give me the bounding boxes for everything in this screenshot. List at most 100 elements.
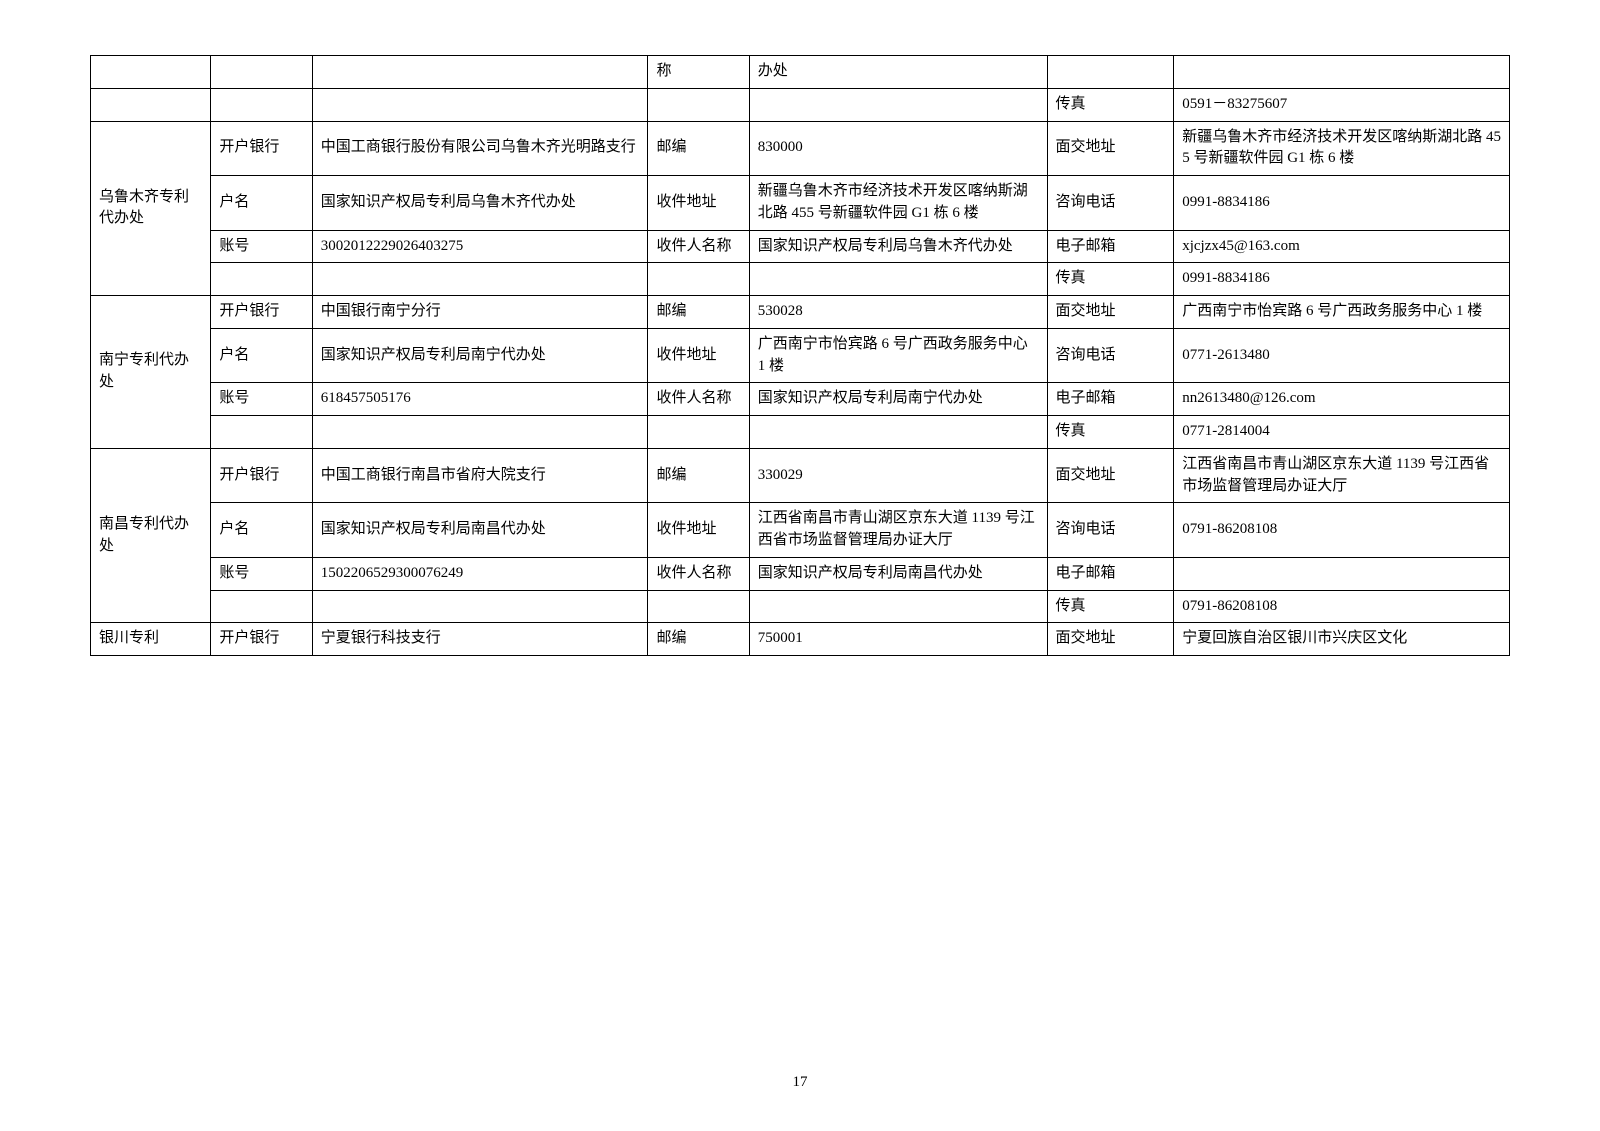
cell-value: 830000: [749, 121, 1047, 176]
cell-value: 750001: [749, 623, 1047, 656]
table-row: 账号 3002012229026403275 收件人名称 国家知识产权局专利局乌…: [91, 230, 1510, 263]
cell-value: 宁夏银行科技支行: [312, 623, 648, 656]
table-row: 银川专利 开户银行 宁夏银行科技支行 邮编 750001 面交地址 宁夏回族自治…: [91, 623, 1510, 656]
cell-value: xjcjzx45@163.com: [1174, 230, 1510, 263]
table-row: 账号 618457505176 收件人名称 国家知识产权局专利局南宁代办处 电子…: [91, 383, 1510, 416]
cell-label: 收件地址: [648, 176, 749, 231]
page-number: 17: [0, 1074, 1600, 1091]
cell: [749, 416, 1047, 449]
cell-value: 0791-86208108: [1174, 590, 1510, 623]
cell-value: 0591－83275607: [1174, 88, 1510, 121]
cell-label: 传真: [1047, 590, 1174, 623]
cell-value: 0771-2613480: [1174, 328, 1510, 383]
cell-label: 户名: [211, 176, 312, 231]
cell-value: 0991-8834186: [1174, 263, 1510, 296]
cell-label: 咨询电话: [1047, 176, 1174, 231]
table-row: 传真 0991-8834186: [91, 263, 1510, 296]
cell-label: 户名: [211, 328, 312, 383]
cell-label: 邮编: [648, 121, 749, 176]
cell-value: [1174, 557, 1510, 590]
cell-label: 咨询电话: [1047, 328, 1174, 383]
cell: [1047, 56, 1174, 89]
cell-value: 新疆乌鲁木齐市经济技术开发区喀纳斯湖北路 455 号新疆软件园 G1 栋 6 楼: [1174, 121, 1510, 176]
cell-value: 国家知识产权局专利局南宁代办处: [749, 383, 1047, 416]
cell-value: 国家知识产权局专利局乌鲁木齐代办处: [749, 230, 1047, 263]
cell-label: 账号: [211, 557, 312, 590]
cell-value: 宁夏回族自治区银川市兴庆区文化: [1174, 623, 1510, 656]
cell-value: 0991-8834186: [1174, 176, 1510, 231]
table-row: 乌鲁木齐专利代办处 开户银行 中国工商银行股份有限公司乌鲁木齐光明路支行 邮编 …: [91, 121, 1510, 176]
cell-label: 邮编: [648, 448, 749, 503]
cell: [91, 56, 211, 89]
cell-value: 广西南宁市怡宾路 6 号广西政务服务中心 1 楼: [749, 328, 1047, 383]
cell-value: 国家知识产权局专利局乌鲁木齐代办处: [312, 176, 648, 231]
cell: [211, 590, 312, 623]
table-row: 传真 0791-86208108: [91, 590, 1510, 623]
document-page: 称 办处 传真 0591－83275607 乌鲁木齐专利代办处 开户银行 中国工…: [0, 0, 1600, 1131]
cell: [312, 416, 648, 449]
cell-value: 0771-2814004: [1174, 416, 1510, 449]
cell-value: 530028: [749, 296, 1047, 329]
cell-value: 中国工商银行股份有限公司乌鲁木齐光明路支行: [312, 121, 648, 176]
cell: [312, 88, 648, 121]
table-row: 称 办处: [91, 56, 1510, 89]
cell-value: 广西南宁市怡宾路 6 号广西政务服务中心 1 楼: [1174, 296, 1510, 329]
cell-label: 传真: [1047, 88, 1174, 121]
cell-value: 1502206529300076249: [312, 557, 648, 590]
cell: [749, 590, 1047, 623]
cell-label: 咨询电话: [1047, 503, 1174, 558]
cell-value: 国家知识产权局专利局南昌代办处: [312, 503, 648, 558]
cell: [91, 88, 211, 121]
cell-label: 收件人名称: [648, 230, 749, 263]
cell: [648, 88, 749, 121]
cell-label: 传真: [1047, 263, 1174, 296]
cell: [648, 590, 749, 623]
cell: [749, 263, 1047, 296]
cell-value: 办处: [749, 56, 1047, 89]
cell-label: 开户银行: [211, 623, 312, 656]
cell-label: 收件地址: [648, 503, 749, 558]
table-row: 南宁专利代办处 开户银行 中国银行南宁分行 邮编 530028 面交地址 广西南…: [91, 296, 1510, 329]
cell: [648, 416, 749, 449]
patent-office-table: 称 办处 传真 0591－83275607 乌鲁木齐专利代办处 开户银行 中国工…: [90, 55, 1510, 656]
cell-label: 传真: [1047, 416, 1174, 449]
cell-label: 收件地址: [648, 328, 749, 383]
table-row: 传真 0771-2814004: [91, 416, 1510, 449]
cell-value: nn2613480@126.com: [1174, 383, 1510, 416]
cell: [312, 56, 648, 89]
table-row: 户名 国家知识产权局专利局南昌代办处 收件地址 江西省南昌市青山湖区京东大道 1…: [91, 503, 1510, 558]
cell: [749, 88, 1047, 121]
cell-label: 电子邮箱: [1047, 383, 1174, 416]
cell-label: 邮编: [648, 623, 749, 656]
office-name: 南宁专利代办处: [91, 296, 211, 449]
cell-label: 电子邮箱: [1047, 230, 1174, 263]
cell-label: 邮编: [648, 296, 749, 329]
cell-label: 面交地址: [1047, 448, 1174, 503]
cell: [1174, 56, 1510, 89]
cell-value: 中国银行南宁分行: [312, 296, 648, 329]
cell-value: 新疆乌鲁木齐市经济技术开发区喀纳斯湖北路 455 号新疆软件园 G1 栋 6 楼: [749, 176, 1047, 231]
cell: [211, 88, 312, 121]
table-row: 传真 0591－83275607: [91, 88, 1510, 121]
cell-value: 330029: [749, 448, 1047, 503]
cell-label: 电子邮箱: [1047, 557, 1174, 590]
cell-label: 称: [648, 56, 749, 89]
cell-label: 收件人名称: [648, 557, 749, 590]
cell-value: 江西省南昌市青山湖区京东大道 1139 号江西省市场监督管理局办证大厅: [749, 503, 1047, 558]
cell-label: 面交地址: [1047, 121, 1174, 176]
cell-label: 收件人名称: [648, 383, 749, 416]
cell-label: 账号: [211, 383, 312, 416]
cell-value: 618457505176: [312, 383, 648, 416]
cell-label: 面交地址: [1047, 296, 1174, 329]
office-name: 南昌专利代办处: [91, 448, 211, 623]
cell: [211, 416, 312, 449]
table-row: 户名 国家知识产权局专利局乌鲁木齐代办处 收件地址 新疆乌鲁木齐市经济技术开发区…: [91, 176, 1510, 231]
cell-value: 中国工商银行南昌市省府大院支行: [312, 448, 648, 503]
cell-label: 账号: [211, 230, 312, 263]
cell: [648, 263, 749, 296]
table-row: 南昌专利代办处 开户银行 中国工商银行南昌市省府大院支行 邮编 330029 面…: [91, 448, 1510, 503]
cell-label: 开户银行: [211, 296, 312, 329]
cell-value: 国家知识产权局专利局南昌代办处: [749, 557, 1047, 590]
cell-label: 开户银行: [211, 121, 312, 176]
cell-label: 户名: [211, 503, 312, 558]
